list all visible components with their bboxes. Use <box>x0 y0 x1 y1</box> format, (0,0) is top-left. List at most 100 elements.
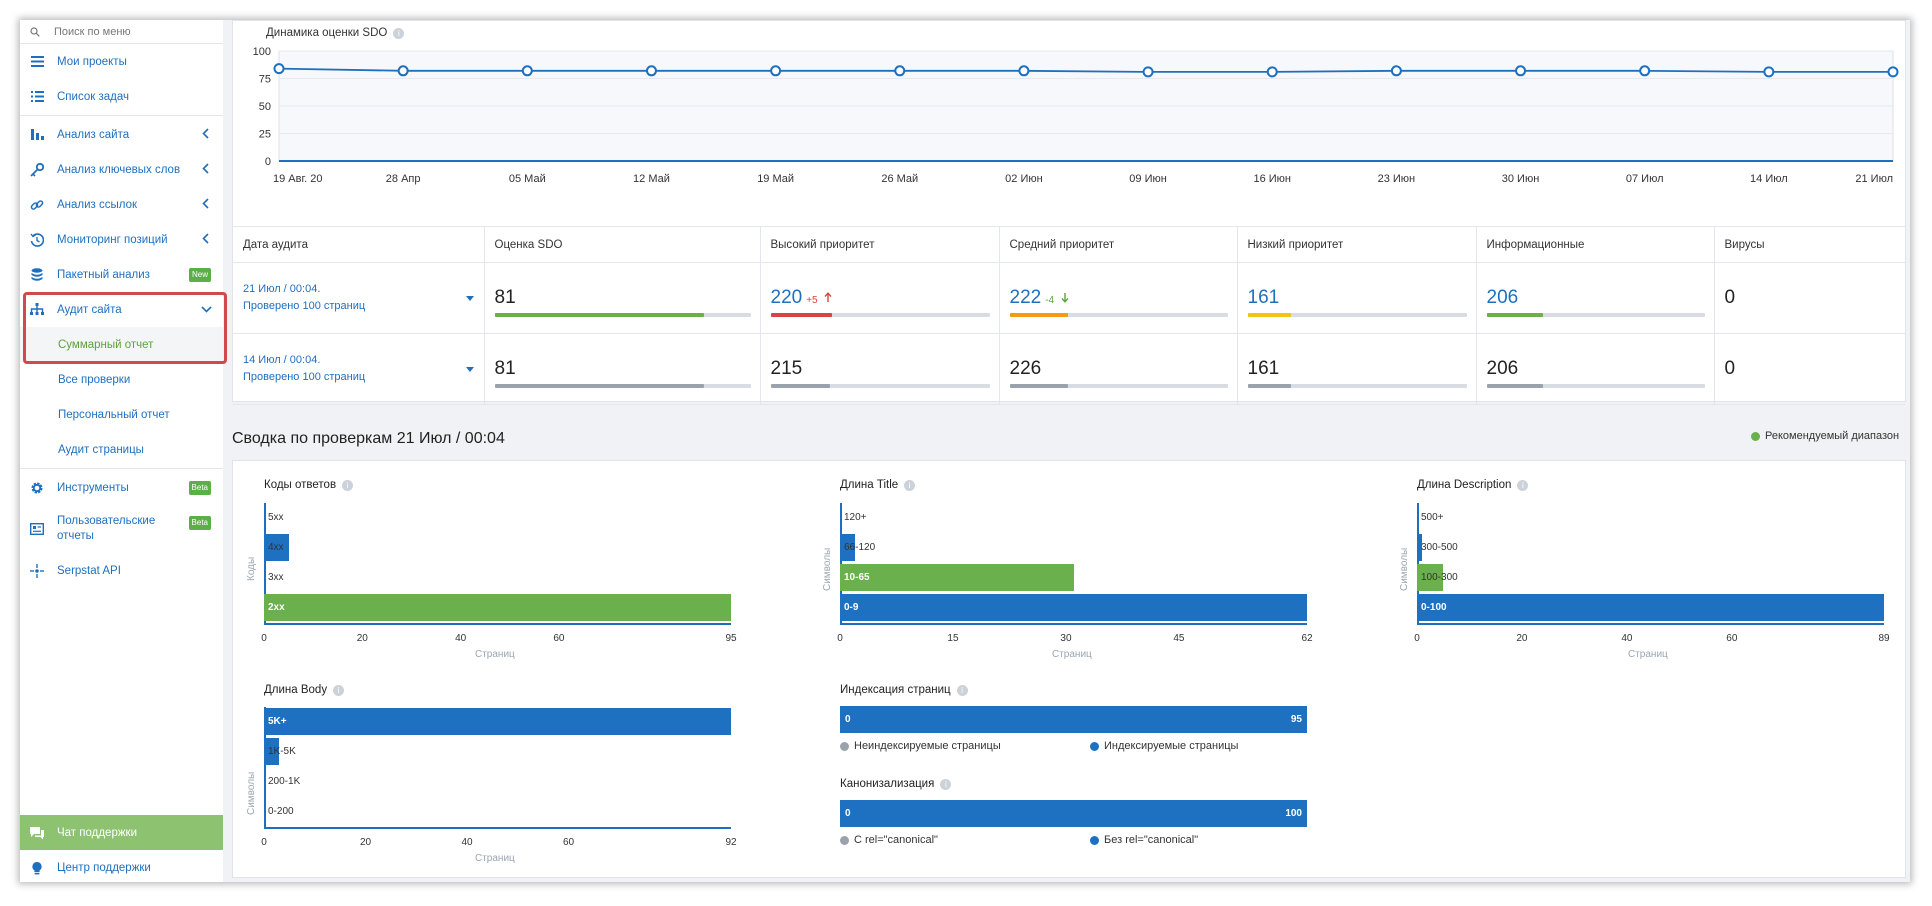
support-chat-button[interactable]: Чат поддержки <box>20 815 223 850</box>
col-header-sdo[interactable]: Оценка SDO <box>484 226 761 263</box>
mid-priority-value[interactable]: 222 <box>1009 287 1042 308</box>
col-header-date[interactable]: Дата аудита <box>233 226 485 263</box>
high-priority-value[interactable]: 220 <box>770 287 803 308</box>
sdo-point[interactable] <box>397 65 409 77</box>
pages-checked[interactable]: Проверено 100 страниц <box>243 300 366 312</box>
audit-date[interactable]: 21 Июл / 00:04. <box>243 283 321 295</box>
bar-codes-3[interactable] <box>264 594 731 621</box>
col-header-mid[interactable]: Средний приоритет <box>999 226 1238 263</box>
sdo-point[interactable] <box>1142 66 1154 78</box>
sdo-cell: 81 <box>484 333 761 405</box>
info-icon[interactable]: i <box>1517 479 1529 491</box>
dropdown-caret-icon[interactable] <box>465 367 474 372</box>
info-icon[interactable]: i <box>956 684 968 696</box>
pages-checked[interactable]: Проверено 100 страниц <box>243 371 366 383</box>
help-center-link[interactable]: Центр поддержки <box>20 850 223 882</box>
info-icon[interactable]: i <box>333 684 345 696</box>
sidebar-item-label: Анализ ссылок <box>57 198 138 211</box>
x-tick-label: 60 <box>553 633 565 644</box>
audit-date-cell[interactable]: 21 Июл / 00:04. Проверено 100 страниц <box>233 262 485 334</box>
bar-title_len-3[interactable] <box>840 594 1307 621</box>
sdo-point[interactable] <box>894 65 906 77</box>
sidebar-item-rank-tracking[interactable]: Мониторинг позиций <box>20 222 223 257</box>
menu-search[interactable]: Поиск по меню <box>20 20 223 44</box>
bar-body_len-0[interactable] <box>264 708 731 735</box>
audit-date[interactable]: 14 Июл / 00:04. <box>243 354 321 366</box>
bar-desc_len-3[interactable] <box>1417 594 1884 621</box>
bar-title_len-1[interactable] <box>840 534 856 561</box>
info-bar <box>1486 384 1705 388</box>
sidebar-item-site-audit[interactable]: Аудит сайта <box>20 292 223 327</box>
col-header-virus[interactable]: Вирусы <box>1714 226 1905 263</box>
sdo-point[interactable] <box>1018 65 1030 77</box>
info-cell[interactable]: 206 <box>1476 262 1715 334</box>
low-priority-bar <box>1247 384 1467 388</box>
x-axis <box>1417 623 1884 625</box>
audit-table: Дата аудита Оценка SDO Высокий приоритет… <box>233 226 1905 405</box>
info-icon[interactable]: i <box>393 27 405 39</box>
canonical-right-value: 100 <box>1285 808 1302 819</box>
sdo-progress-bar <box>494 313 751 317</box>
menu-search-placeholder: Поиск по меню <box>54 25 131 38</box>
sidebar-item-site-analysis[interactable]: Анализ сайта <box>20 117 223 152</box>
sidebar-item-batch-analysis[interactable]: Пакетный анализ New <box>20 257 223 292</box>
info-icon[interactable]: i <box>904 479 916 491</box>
legend-item[interactable]: Индексируемые страницы <box>1090 740 1238 752</box>
legend-item[interactable]: Без rel="canonical" <box>1090 834 1198 846</box>
bar-body_len-1[interactable] <box>264 738 280 765</box>
low-priority-bar <box>1247 313 1467 317</box>
legend-item[interactable]: С rel="canonical" <box>840 834 938 846</box>
sdo-point[interactable] <box>770 65 782 77</box>
bar-title_len-2[interactable] <box>840 564 1074 591</box>
low-priority-value[interactable]: 161 <box>1247 287 1280 308</box>
sdo-point[interactable] <box>521 65 533 77</box>
col-header-info[interactable]: Информационные <box>1476 226 1715 263</box>
sidebar-item-serpstat-api[interactable]: Serpstat API <box>20 553 223 588</box>
subitem-all-checks[interactable]: Все проверки <box>58 373 131 386</box>
sidebar-item-task-list[interactable]: Список задач <box>20 79 223 114</box>
subitem-personal-report[interactable]: Персональный отчет <box>58 408 170 421</box>
info-icon[interactable]: i <box>342 479 354 491</box>
sdo-point[interactable] <box>1639 65 1651 77</box>
info-value[interactable]: 206 <box>1486 287 1519 308</box>
link-icon <box>29 197 45 213</box>
info-icon[interactable]: i <box>940 778 952 790</box>
mid-priority-cell[interactable]: 222 -4 <box>999 262 1238 334</box>
sdo-point[interactable] <box>645 65 657 77</box>
divider <box>20 468 223 469</box>
col-header-high[interactable]: Высокий приоритет <box>760 226 1000 263</box>
sdo-point[interactable] <box>1887 66 1899 78</box>
canonical-bar[interactable]: 0 100 <box>840 800 1307 827</box>
sdo-point[interactable] <box>273 63 285 75</box>
indexing-bar[interactable]: 0 95 <box>840 706 1307 733</box>
bar-codes-1[interactable] <box>264 534 289 561</box>
sdo-progress-bar <box>494 384 751 388</box>
sidebar-item-link-analysis[interactable]: Анализ ссылок <box>20 187 223 222</box>
x-tick-label: 30 <box>1060 633 1072 644</box>
audit-date-cell[interactable]: 14 Июл / 00:04. Проверено 100 страниц <box>233 333 485 405</box>
recommended-label: Рекомендуемый диапазон <box>1765 430 1900 442</box>
sdo-point[interactable] <box>1390 65 1402 77</box>
col-header-low[interactable]: Низкий приоритет <box>1237 226 1477 263</box>
subitem-summary-report[interactable]: Суммарный отчет <box>20 327 223 362</box>
high-priority-fill <box>770 384 830 388</box>
x-tick-label: 95 <box>725 633 737 644</box>
bar-desc_len-1[interactable] <box>1417 534 1423 561</box>
bar-desc_len-2[interactable] <box>1417 564 1444 591</box>
sidebar-item-custom-reports[interactable]: Пользовательские отчеты Beta <box>20 505 223 553</box>
lightbulb-icon <box>29 860 45 876</box>
sdo-point[interactable] <box>1763 66 1775 78</box>
chevron-left-icon <box>202 163 209 174</box>
legend-item[interactable]: Неиндексируемые страницы <box>840 740 1001 752</box>
legend-dot <box>1090 741 1099 751</box>
sdo-point[interactable] <box>1266 66 1278 78</box>
low-priority-cell[interactable]: 161 <box>1237 262 1477 334</box>
bar-baseline <box>264 707 266 827</box>
sidebar-item-tools[interactable]: Инструменты Beta <box>20 470 223 505</box>
subitem-page-audit[interactable]: Аудит страницы <box>58 443 144 456</box>
sidebar-item-my-projects[interactable]: Мои проекты <box>20 44 223 79</box>
sidebar-item-keyword-analysis[interactable]: Анализ ключевых слов <box>20 152 223 187</box>
sdo-point[interactable] <box>1515 65 1527 77</box>
dropdown-caret-icon[interactable] <box>465 296 474 301</box>
high-priority-cell[interactable]: 220 +5 <box>760 262 1000 334</box>
